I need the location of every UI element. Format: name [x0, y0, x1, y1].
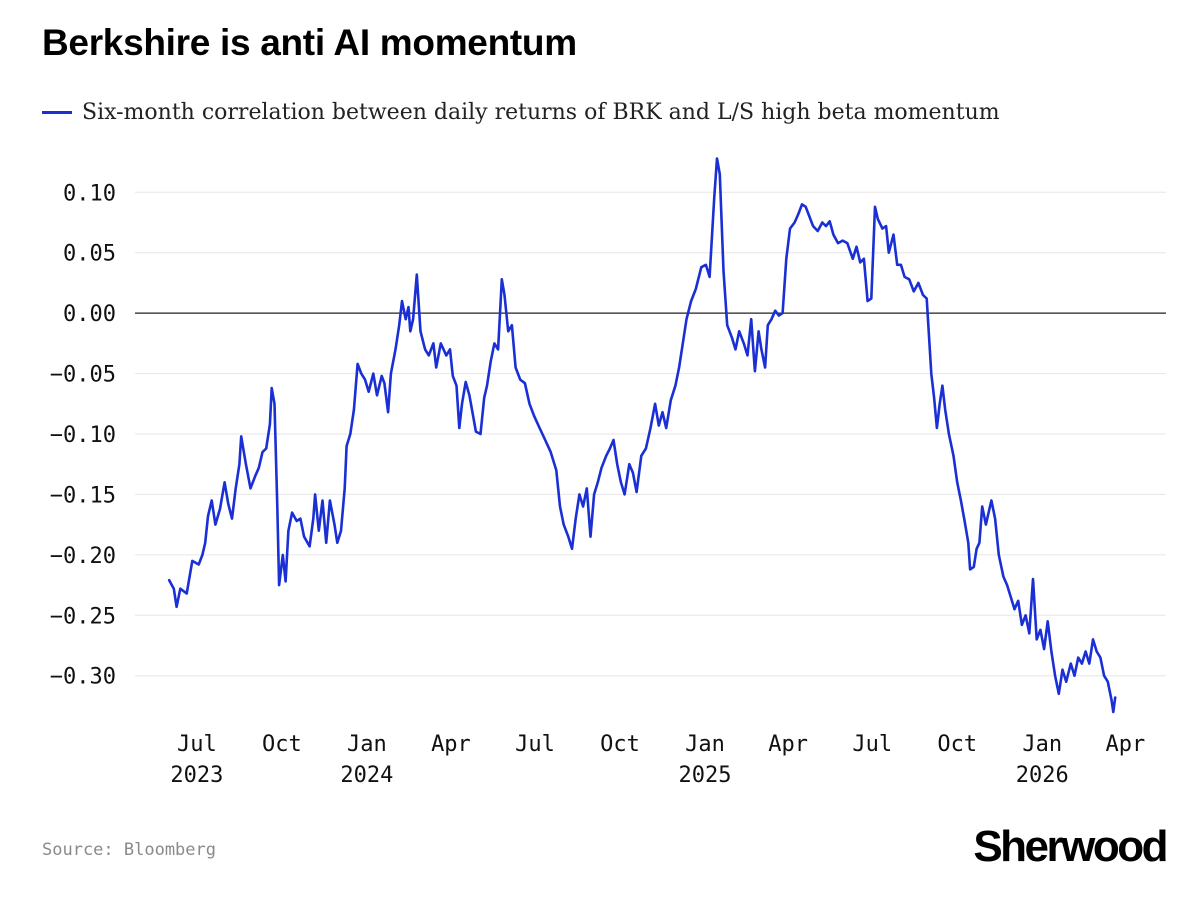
x-tick-year: 2023: [170, 763, 223, 788]
legend-swatch: [42, 111, 72, 114]
x-tick-month: Jul: [177, 732, 217, 757]
y-tick-label: −0.05: [50, 363, 116, 388]
line-chart: 0.10 0.05 0.00 −0.05 −0.10 −0.15 −0.20 −0.25 −0.…: [50, 157, 1166, 788]
x-tick-month: Jul: [852, 732, 892, 757]
x-tick-year: 2026: [1016, 763, 1069, 788]
x-tick-month: Oct: [262, 732, 302, 757]
y-axis: 0.10 0.05 0.00 −0.05 −0.10 −0.15 −0.20 −0.25 −0.…: [50, 181, 116, 689]
x-tick-year: 2024: [340, 763, 393, 788]
x-axis: Jul 2023 Oct Jan 2024 Apr Jul Oct Jan 2025 Apr Jul O…: [170, 732, 1145, 788]
x-tick-month: Apr: [768, 732, 808, 757]
x-tick-month: Jan: [685, 732, 725, 757]
y-tick-label: −0.15: [50, 483, 116, 508]
x-tick-month: Jan: [1022, 732, 1062, 757]
legend-label: Six-month correlation between daily retu…: [82, 100, 1000, 125]
x-tick-month: Jan: [347, 732, 387, 757]
chart-title: Berkshire is anti AI momentum: [42, 22, 577, 63]
x-tick-month: Apr: [1105, 732, 1145, 757]
y-tick-label: 0.10: [63, 181, 116, 206]
x-tick-year: 2025: [679, 763, 732, 788]
x-tick-month: Jul: [515, 732, 555, 757]
series-line: [167, 157, 1117, 714]
x-tick-month: Oct: [600, 732, 640, 757]
y-tick-label: 0.00: [63, 302, 116, 327]
y-tick-label: −0.30: [50, 665, 116, 690]
y-tick-label: −0.10: [50, 423, 116, 448]
y-tick-label: −0.25: [50, 604, 116, 629]
x-tick-month: Oct: [937, 732, 977, 757]
y-tick-label: −0.20: [50, 544, 116, 569]
x-tick-month: Apr: [431, 732, 471, 757]
source-note: Source: Bloomberg: [42, 840, 216, 860]
legend: Six-month correlation between daily retu…: [42, 100, 1000, 125]
grid-lines: [135, 191, 1166, 677]
y-tick-label: 0.05: [63, 242, 116, 267]
series-group: [167, 157, 1117, 714]
sherwood-logo: Sherwood: [973, 822, 1168, 871]
